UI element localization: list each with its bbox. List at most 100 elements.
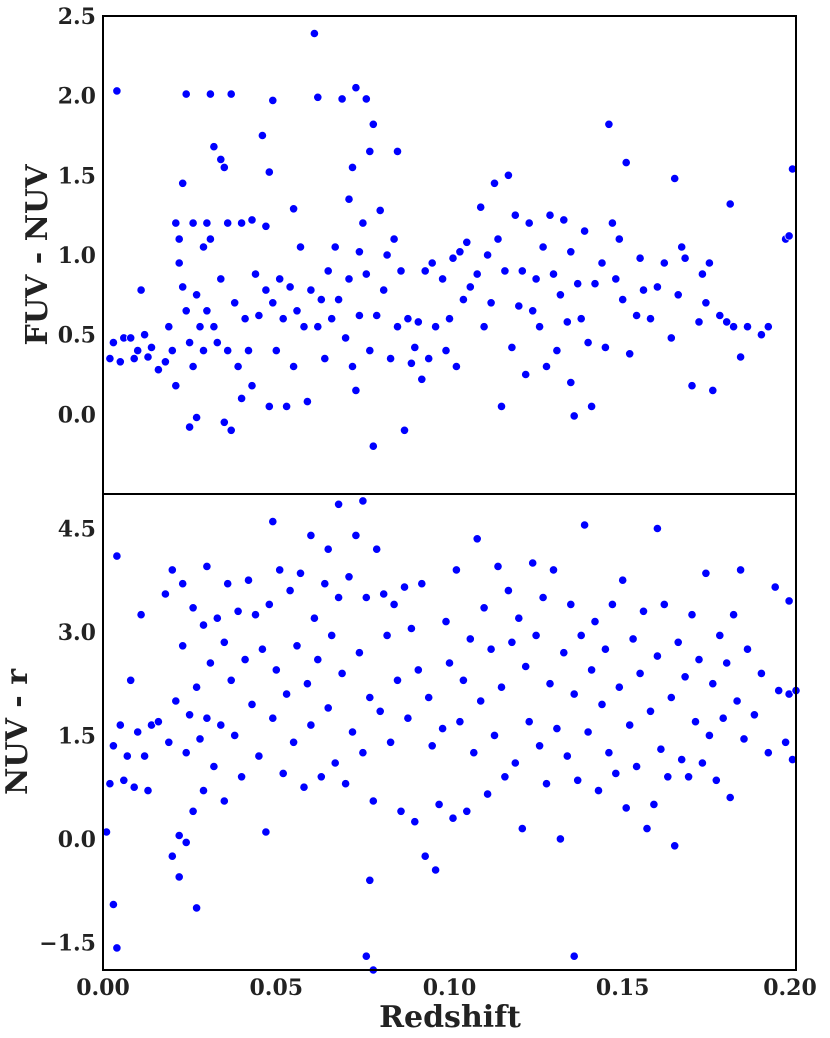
ytick-label: 2.0 — [58, 84, 96, 110]
data-point — [261, 285, 271, 295]
data-point — [534, 322, 545, 332]
data-point — [476, 696, 486, 706]
xtick-label: 0.00 — [76, 975, 130, 1001]
data-point — [500, 266, 510, 276]
data-point — [327, 630, 337, 641]
data-point — [174, 830, 184, 841]
data-point — [281, 689, 292, 699]
data-point — [645, 706, 656, 716]
data-point — [510, 210, 520, 220]
panel-fuv-nuv: 0.0 0.5 1.0 1.5 2.0 2.5 FUV - NUV — [20, 4, 798, 495]
data-point — [621, 158, 631, 168]
data-point — [174, 258, 184, 268]
data-point — [739, 734, 749, 744]
data-point — [479, 603, 489, 613]
data-point — [458, 294, 468, 305]
data-point — [552, 345, 562, 356]
data-point — [264, 401, 274, 411]
data-point — [146, 342, 157, 352]
data-point — [192, 412, 202, 423]
data-point — [372, 544, 382, 554]
data-point — [112, 943, 122, 953]
data-point — [742, 322, 753, 332]
data-point — [212, 613, 222, 623]
data-point — [268, 713, 278, 723]
data-point — [531, 274, 541, 284]
data-point — [382, 250, 392, 260]
data-point — [195, 734, 205, 744]
data-point — [784, 231, 794, 241]
data-point — [424, 692, 434, 703]
data-point — [399, 425, 410, 435]
data-point — [261, 221, 271, 231]
data-point — [230, 730, 240, 741]
data-point — [690, 717, 701, 727]
data-point — [496, 682, 507, 692]
data-point — [496, 401, 507, 411]
data-point — [226, 425, 236, 435]
data-point — [198, 785, 209, 796]
data-point — [635, 668, 645, 679]
data-point — [136, 610, 146, 620]
data-point — [195, 322, 205, 332]
data-point — [701, 568, 711, 578]
data-point — [295, 242, 306, 252]
data-point — [365, 345, 375, 356]
data-point — [250, 269, 261, 279]
yticks-fuv-nuv: 0.0 0.5 1.0 1.5 2.0 2.5 — [58, 4, 96, 428]
data-point — [507, 637, 517, 647]
data-point — [264, 167, 274, 177]
data-point — [579, 226, 590, 236]
data-point — [482, 789, 493, 799]
data-point — [223, 345, 233, 356]
data-point — [143, 785, 153, 796]
data-point — [704, 258, 715, 268]
data-point — [600, 342, 611, 352]
data-point — [493, 234, 503, 244]
data-point — [770, 582, 780, 592]
data-point — [396, 806, 406, 816]
data-point — [337, 668, 347, 679]
data-point — [115, 720, 125, 730]
data-point — [347, 361, 358, 372]
data-point — [583, 337, 593, 348]
data-point — [306, 530, 316, 541]
data-point — [652, 282, 663, 292]
data-point — [192, 903, 202, 913]
data-point — [756, 668, 767, 679]
ytick-label: 1.5 — [58, 163, 96, 189]
data-point — [538, 242, 548, 252]
data-point — [683, 772, 694, 782]
data-point — [510, 758, 520, 768]
data-point — [171, 696, 181, 706]
data-point — [694, 654, 704, 665]
data-point — [403, 314, 413, 324]
data-point — [188, 361, 198, 372]
data-point — [486, 298, 496, 308]
data-point — [406, 358, 416, 368]
data-point — [240, 314, 250, 324]
data-point — [205, 234, 215, 244]
data-point — [427, 741, 437, 751]
data-point — [392, 322, 403, 332]
data-point — [555, 290, 566, 300]
ytick-label: 1.5 — [58, 723, 96, 749]
data-point — [188, 218, 198, 228]
data-point — [562, 317, 572, 327]
data-point — [618, 575, 628, 585]
data-point — [645, 314, 656, 324]
data-point — [503, 170, 513, 180]
data-point — [268, 298, 278, 308]
data-point — [368, 796, 378, 806]
data-point — [171, 218, 181, 228]
data-point — [586, 401, 597, 411]
data-point — [680, 253, 690, 263]
data-point — [410, 342, 420, 352]
data-point — [271, 345, 281, 356]
data-point — [313, 654, 323, 665]
data-point — [614, 682, 624, 692]
data-point — [237, 393, 247, 403]
data-point — [167, 851, 177, 861]
data-point — [164, 322, 174, 332]
data-point — [732, 696, 742, 706]
